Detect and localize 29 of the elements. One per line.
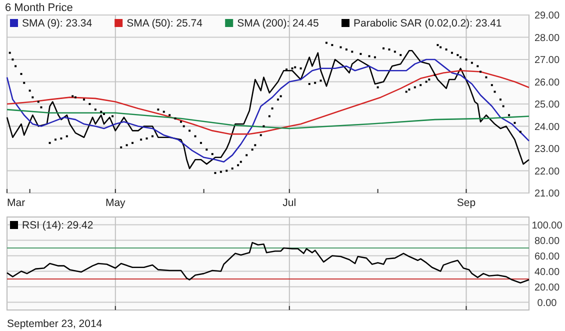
- legend-label: SMA (9): 23.34: [22, 18, 92, 30]
- y-tick-label: 60.00: [534, 251, 560, 262]
- y-tick-label: 40.00: [534, 266, 560, 278]
- line-series: [6, 70, 530, 135]
- y-tick-label: 22.00: [534, 166, 560, 178]
- y-tick-label: 28.00: [534, 32, 560, 44]
- y-tick-label: 29.00: [534, 10, 560, 22]
- y-tick-label: 80.00: [534, 236, 560, 247]
- y-tick-label: 21.00: [534, 188, 560, 200]
- text: September 23, 2014: [7, 318, 102, 330]
- line-series: [6, 108, 530, 130]
- y-tick-label: 24.00: [534, 122, 560, 133]
- legend-label: SMA (200): 24.45: [237, 18, 319, 30]
- legend-label: SMA (50): 25.74: [126, 18, 203, 30]
- y-tick-label: 100.00: [532, 220, 563, 232]
- y-tick-label: 25.00: [534, 100, 560, 110]
- legend-label: Parabolic SAR (0.02,0.2): 23.41: [354, 18, 502, 30]
- line-series: [6, 242, 530, 284]
- x-tick-label: Mar: [7, 197, 26, 209]
- chart-title: 6 Month Price: [5, 2, 73, 14]
- legend-label: RSI (14): 29.42: [22, 220, 94, 232]
- y-tick-label: 20.00: [534, 282, 560, 294]
- y-tick-label: 27.00: [534, 55, 560, 66]
- x-tick-label: Sep: [456, 197, 476, 209]
- y-tick-label: 23.00: [534, 144, 560, 155]
- y-tick-label: 26.00: [534, 77, 560, 88]
- x-tick-label: May: [105, 197, 126, 209]
- x-tick-label: Jul: [282, 197, 296, 209]
- y-tick-label: 0.00: [537, 298, 558, 309]
